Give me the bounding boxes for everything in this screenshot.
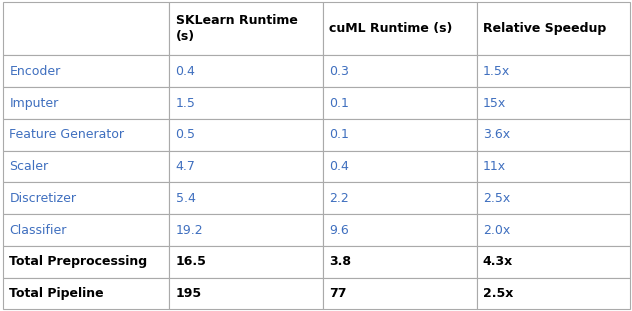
Bar: [477, 151, 630, 183]
Bar: [3, 119, 169, 151]
Text: 5.4: 5.4: [176, 192, 195, 205]
Bar: [3, 55, 169, 87]
Bar: [323, 151, 477, 183]
Text: 195: 195: [176, 287, 202, 300]
Text: 0.5: 0.5: [176, 128, 196, 141]
Bar: [3, 278, 169, 309]
Text: 19.2: 19.2: [176, 224, 204, 237]
Text: 11x: 11x: [483, 160, 506, 173]
Text: Discretizer: Discretizer: [9, 192, 76, 205]
Bar: [169, 55, 323, 87]
Text: 0.4: 0.4: [176, 65, 195, 78]
Bar: [477, 278, 630, 309]
Text: 2.0x: 2.0x: [483, 224, 510, 237]
Bar: [3, 2, 169, 55]
Text: Feature Generator: Feature Generator: [9, 128, 125, 141]
Text: Imputer: Imputer: [9, 96, 59, 109]
Bar: [477, 183, 630, 214]
Bar: [3, 214, 169, 246]
Bar: [477, 2, 630, 55]
Bar: [169, 246, 323, 278]
Bar: [323, 87, 477, 119]
Bar: [477, 246, 630, 278]
Bar: [3, 183, 169, 214]
Text: 1.5x: 1.5x: [483, 65, 510, 78]
Bar: [169, 87, 323, 119]
Bar: [169, 2, 323, 55]
Text: 0.4: 0.4: [329, 160, 349, 173]
Bar: [477, 87, 630, 119]
Text: 4.3x: 4.3x: [483, 255, 513, 268]
Text: 2.5x: 2.5x: [483, 287, 513, 300]
Text: cuML Runtime (s): cuML Runtime (s): [329, 22, 453, 35]
Text: Encoder: Encoder: [9, 65, 61, 78]
Text: Scaler: Scaler: [9, 160, 49, 173]
Text: Total Preprocessing: Total Preprocessing: [9, 255, 148, 268]
Text: 77: 77: [329, 287, 347, 300]
Text: 2.5x: 2.5x: [483, 192, 510, 205]
Bar: [323, 246, 477, 278]
Bar: [169, 214, 323, 246]
Bar: [3, 87, 169, 119]
Text: 2.2: 2.2: [329, 192, 349, 205]
Text: Classifier: Classifier: [9, 224, 67, 237]
Bar: [323, 119, 477, 151]
Bar: [323, 2, 477, 55]
Text: Total Pipeline: Total Pipeline: [9, 287, 104, 300]
Text: 4.7: 4.7: [176, 160, 195, 173]
Bar: [323, 214, 477, 246]
Bar: [169, 183, 323, 214]
Text: 9.6: 9.6: [329, 224, 349, 237]
Bar: [323, 55, 477, 87]
Text: Relative Speedup: Relative Speedup: [483, 22, 606, 35]
Bar: [3, 151, 169, 183]
Text: 15x: 15x: [483, 96, 506, 109]
Text: 0.3: 0.3: [329, 65, 349, 78]
Bar: [169, 119, 323, 151]
Bar: [477, 214, 630, 246]
Bar: [169, 278, 323, 309]
Text: 0.1: 0.1: [329, 96, 349, 109]
Text: 3.8: 3.8: [329, 255, 351, 268]
Bar: [169, 151, 323, 183]
Bar: [323, 183, 477, 214]
Bar: [477, 55, 630, 87]
Text: 16.5: 16.5: [176, 255, 207, 268]
Text: 1.5: 1.5: [176, 96, 195, 109]
Text: SKLearn Runtime
(s): SKLearn Runtime (s): [176, 14, 298, 43]
Bar: [323, 278, 477, 309]
Text: 0.1: 0.1: [329, 128, 349, 141]
Text: 3.6x: 3.6x: [483, 128, 510, 141]
Bar: [3, 246, 169, 278]
Bar: [477, 119, 630, 151]
